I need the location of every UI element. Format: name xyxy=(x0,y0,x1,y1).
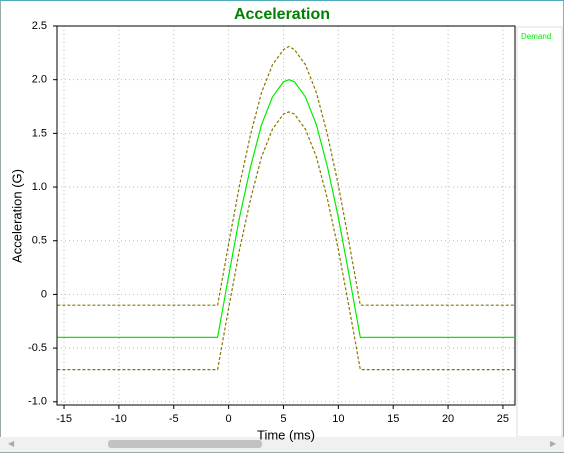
legend-panel xyxy=(516,26,563,438)
x-tick-label: 25 xyxy=(497,413,509,425)
x-axis-label: Time (ms) xyxy=(257,427,315,442)
y-tick-label: 2.0 xyxy=(32,74,47,86)
scroll-left[interactable]: ◀ xyxy=(8,439,15,448)
x-tick-label: 15 xyxy=(387,413,399,425)
series-line xyxy=(57,79,515,338)
x-tick-label: 5 xyxy=(280,413,286,425)
x-tick-label: 20 xyxy=(442,413,454,425)
series-line xyxy=(57,45,515,306)
scroll-thumb[interactable] xyxy=(108,440,262,448)
y-tick-label: -0.5 xyxy=(28,342,47,354)
y-tick-label: 2.5 xyxy=(32,20,47,32)
legend-label: Demand xyxy=(521,32,551,41)
x-tick-label: -15 xyxy=(56,413,72,425)
y-tick-label: 0 xyxy=(41,288,47,300)
x-tick-label: -10 xyxy=(111,413,127,425)
y-tick-label: 1.5 xyxy=(32,127,47,139)
y-tick-label: 1.0 xyxy=(32,181,47,193)
series-line xyxy=(57,111,515,371)
x-tick-label: 10 xyxy=(332,413,344,425)
x-tick-label: -5 xyxy=(169,413,179,425)
y-tick-label: 0.5 xyxy=(32,235,47,247)
chart-title: Acceleration xyxy=(234,6,330,23)
plot-border xyxy=(56,25,516,406)
x-tick-label: 0 xyxy=(226,413,232,425)
scroll-right[interactable]: ▶ xyxy=(550,439,557,448)
y-axis-label: Acceleration (G) xyxy=(9,169,24,263)
y-tick-label: -1.0 xyxy=(28,396,47,408)
